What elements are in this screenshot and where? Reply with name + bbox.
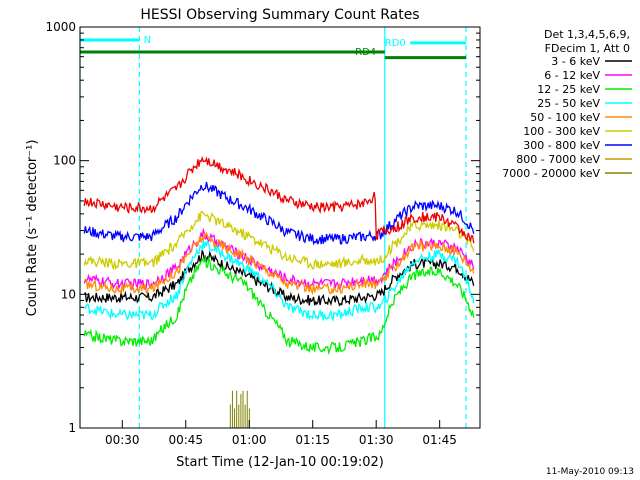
legend-label: 7000 - 20000 keV: [502, 167, 600, 180]
series-line: [83, 210, 475, 271]
series-line: [83, 155, 475, 244]
status-bar-label: N: [144, 35, 151, 46]
status-bar-label: RD0: [385, 38, 406, 49]
legend-label: 800 - 7000 keV: [516, 153, 600, 166]
legend-label: 25 - 50 keV: [537, 97, 600, 110]
y-tick-label: 1: [68, 421, 76, 435]
legend-header: Det 1,3,4,5,6,9,: [544, 28, 630, 41]
axis-ticks: 00:30 00:45 01:00 01:15 01:30 01:45 1 10 100 1000: [45, 20, 480, 447]
y-tick-label: 10: [61, 287, 76, 301]
x-tick-label: 01:15: [295, 433, 330, 447]
y-tick-label: 1000: [45, 20, 76, 34]
status-bar-label: RD4: [355, 47, 376, 58]
legend-label: 3 - 6 keV: [551, 55, 600, 68]
legend-label: 100 - 300 keV: [523, 125, 600, 138]
chart-title: HESSI Observing Summary Count Rates: [140, 7, 419, 23]
x-tick-label: 01:00: [232, 433, 267, 447]
legend-label: 6 - 12 keV: [544, 69, 600, 82]
x-axis-label: Start Time (12-Jan-10 00:19:02): [176, 455, 384, 470]
x-tick-label: 00:30: [105, 433, 140, 447]
x-tick-label: 01:30: [359, 433, 394, 447]
legend-label: 300 - 800 keV: [523, 139, 600, 152]
series-line: [83, 181, 475, 246]
x-tick-label: 01:45: [422, 433, 457, 447]
plot-frame: [79, 26, 481, 429]
series-line: [83, 239, 475, 322]
legend-label: 50 - 100 keV: [530, 111, 600, 124]
series-line: [83, 231, 475, 296]
y-tick-label: 100: [53, 154, 76, 168]
footer-timestamp: 11-May-2010 09:13: [546, 467, 634, 477]
y-axis-label: Count Rate (s⁻¹ detector⁻¹): [25, 140, 40, 317]
x-tick-label: 00:45: [168, 433, 203, 447]
legend-header: FDecim 1, Att 0: [545, 42, 630, 55]
legend: Det 1,3,4,5,6,9,FDecim 1, Att 03 - 6 keV…: [502, 28, 632, 180]
series-line: [83, 256, 475, 356]
legend-label: 12 - 25 keV: [537, 83, 600, 96]
plot-area: N RD0 RD4: [79, 27, 475, 428]
